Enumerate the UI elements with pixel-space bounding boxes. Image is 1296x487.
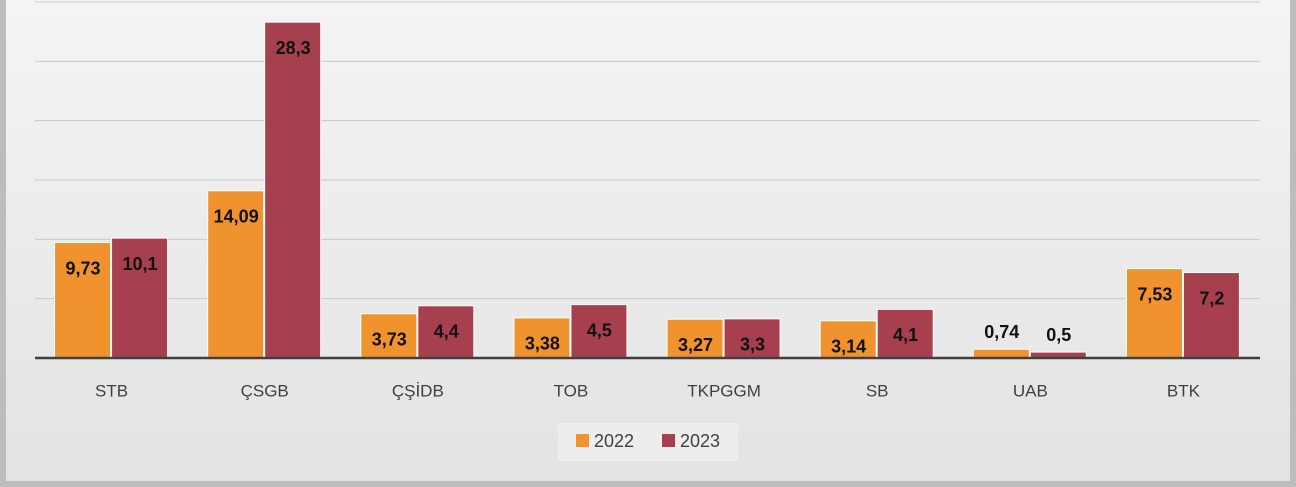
data-label: 7,2 [1199, 288, 1224, 308]
data-label: 4,5 [587, 320, 612, 340]
data-label: 3,73 [372, 329, 407, 349]
bar [1182, 272, 1240, 359]
legend-swatch [576, 434, 589, 447]
x-tick-label: SB [866, 381, 889, 400]
bar [360, 313, 418, 359]
data-label: 3,27 [678, 335, 713, 355]
legend-label: 2023 [680, 431, 720, 451]
data-label: 0,5 [1046, 325, 1071, 345]
bar [264, 21, 322, 359]
x-tick-label: ÇSGB [241, 381, 289, 400]
data-label: 4,4 [434, 322, 459, 342]
data-label: 7,53 [1137, 284, 1172, 304]
bar [513, 317, 571, 359]
x-tick-label: STB [95, 381, 128, 400]
x-tick-label: ÇŞİDB [392, 381, 444, 400]
legend-label: 2022 [594, 431, 634, 451]
bar [972, 348, 1030, 359]
bar [111, 237, 169, 359]
bar [1125, 268, 1183, 359]
data-label: 3,38 [525, 334, 560, 354]
data-label: 3,14 [831, 336, 866, 356]
bar [570, 304, 628, 359]
data-label: 28,3 [276, 38, 311, 58]
data-label: 4,1 [893, 325, 918, 345]
data-label: 3,3 [740, 335, 765, 355]
background [6, 0, 1290, 481]
bar [819, 320, 877, 359]
x-tick-label: TKPGGM [687, 381, 761, 400]
x-tick-label: TOB [554, 381, 589, 400]
bar [723, 318, 781, 359]
x-tick-label: UAB [1013, 381, 1048, 400]
data-label: 14,09 [214, 207, 259, 227]
data-label: 10,1 [123, 254, 158, 274]
data-label: 9,73 [66, 258, 101, 278]
bar [417, 305, 475, 359]
legend-swatch [662, 434, 675, 447]
data-label: 0,74 [984, 322, 1019, 342]
bar [54, 242, 112, 359]
x-tick-label: BTK [1167, 381, 1201, 400]
